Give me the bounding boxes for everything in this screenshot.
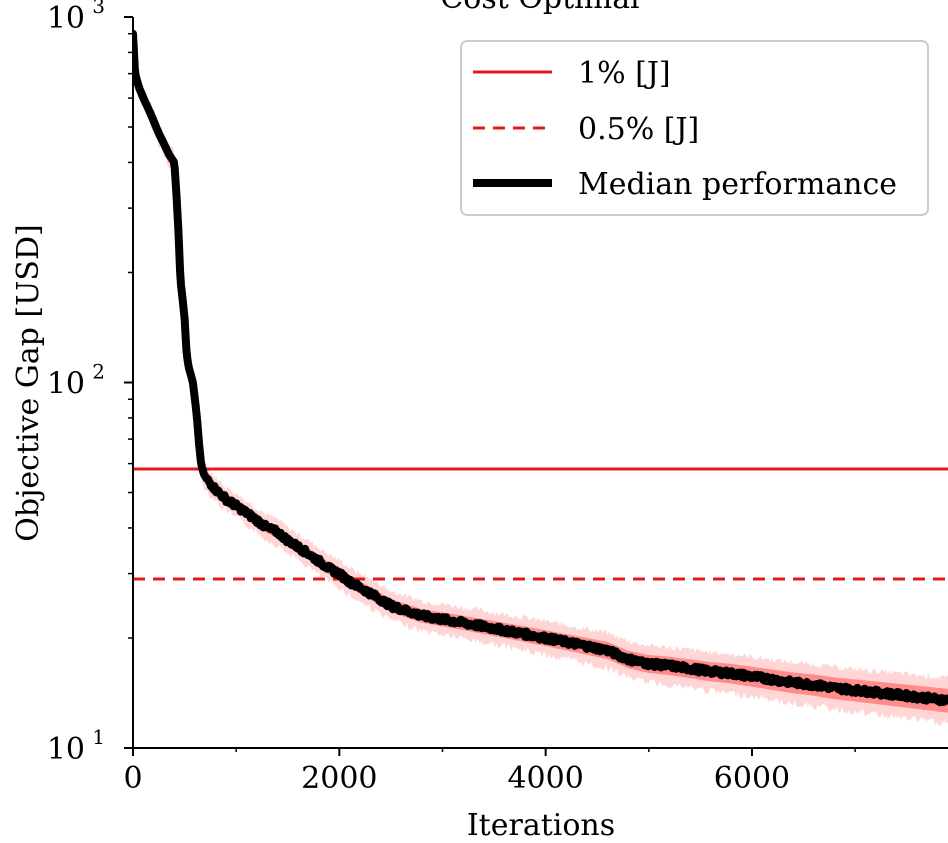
- plot-area: [133, 23, 948, 726]
- x-tick-label: 4000: [507, 761, 583, 796]
- legend-label-0-5pct: 0.5% [J]: [578, 112, 699, 147]
- chart-title: Cost Optimal: [440, 0, 639, 16]
- series-median-line: [133, 29, 948, 707]
- y-tick-label: 10: [47, 1, 85, 36]
- legend-box: [460, 40, 929, 216]
- legend: 1% [J] 0.5% [J] Median performance: [460, 40, 929, 216]
- y-tick-label: 10: [47, 732, 85, 767]
- y-tick-label-exponent: 1: [92, 725, 105, 749]
- x-tick-label: 2000: [301, 761, 377, 796]
- y-tick-label: 10: [47, 367, 85, 402]
- x-axis-title: Iterations: [467, 808, 615, 843]
- legend-label-1pct: 1% [J]: [578, 56, 671, 91]
- x-tick-label: 6000: [714, 761, 790, 796]
- legend-label-median: Median performance: [578, 167, 897, 202]
- y-tick-label-exponent: 3: [92, 0, 105, 18]
- y-tick-label-exponent: 2: [92, 360, 105, 384]
- x-tick-label: 0: [123, 761, 142, 796]
- y-axis-title: Objective Gap [USD]: [11, 224, 46, 541]
